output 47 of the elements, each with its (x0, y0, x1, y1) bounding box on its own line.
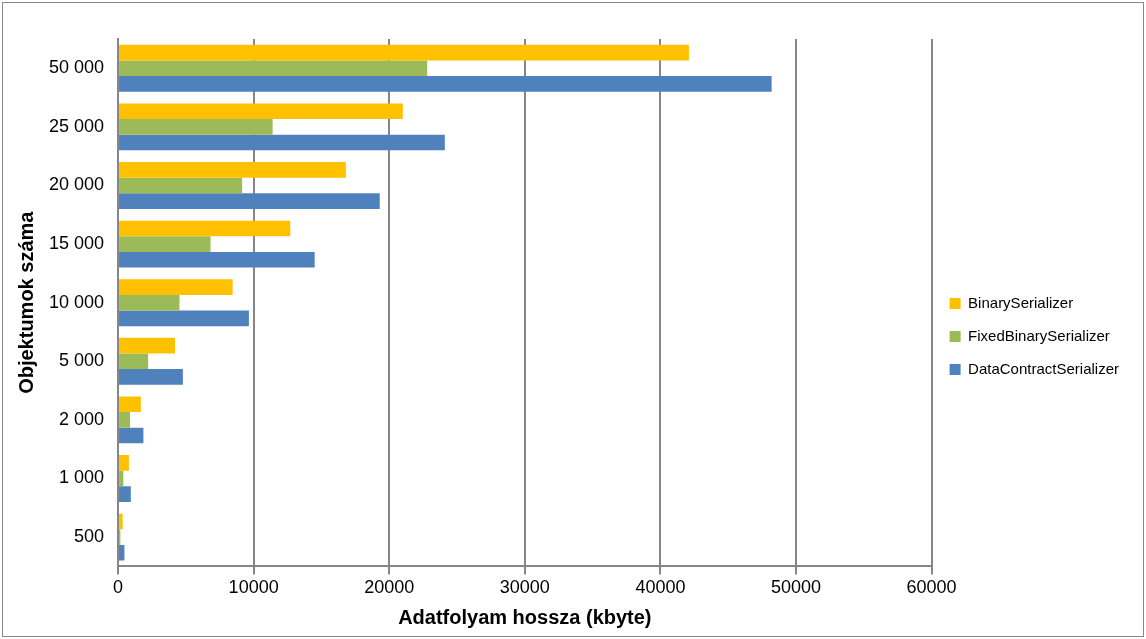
bar (119, 103, 403, 120)
bar (119, 177, 243, 194)
bar (119, 353, 149, 370)
bar (119, 279, 233, 295)
bar (119, 220, 291, 237)
y-axis-title: Objektumok száma (14, 210, 37, 394)
bar (119, 396, 141, 413)
bar (119, 486, 131, 502)
bar (119, 134, 445, 151)
x-tick-label: 50000 (770, 577, 822, 598)
y-tick-label: 25 000 (48, 115, 105, 136)
bar (119, 544, 125, 561)
bar (119, 455, 129, 471)
bar (119, 294, 180, 311)
legend-label: DataContractSerializer (968, 359, 1120, 377)
y-tick-label: 50 000 (48, 57, 105, 78)
y-tick-label: 5 000 (59, 350, 105, 371)
y-tick-label: 1 000 (59, 467, 105, 488)
bar (119, 76, 772, 92)
bar (119, 193, 380, 209)
bar (119, 236, 211, 252)
x-tick-label: 40000 (635, 577, 686, 598)
bar (119, 337, 175, 354)
bar (119, 44, 689, 61)
legend-label: FixedBinarySerializer (968, 326, 1110, 344)
bar (119, 470, 124, 487)
x-tick-label: 20000 (364, 577, 415, 598)
legend-label: BinarySerializer (968, 293, 1074, 311)
y-tick-label: 20 000 (48, 174, 105, 195)
y-tick-label: 10 000 (48, 291, 105, 312)
x-tick-label: 10000 (228, 577, 279, 598)
bar (119, 60, 428, 77)
bar (119, 513, 123, 530)
x-axis-title: Adatfolyam hossza (kbyte) (398, 605, 652, 628)
bar (119, 427, 144, 444)
x-tick-label: 0 (113, 577, 124, 598)
x-tick-label: 30000 (499, 577, 550, 598)
bar (119, 369, 183, 385)
bar (119, 162, 346, 178)
bar (119, 251, 315, 268)
bar (119, 412, 130, 428)
bar (119, 119, 273, 135)
x-tick-label: 60000 (906, 577, 957, 598)
bar (119, 310, 249, 327)
y-tick-label: 15 000 (48, 233, 105, 254)
y-tick-label: 2 000 (59, 408, 105, 429)
y-tick-label: 500 (74, 526, 105, 547)
